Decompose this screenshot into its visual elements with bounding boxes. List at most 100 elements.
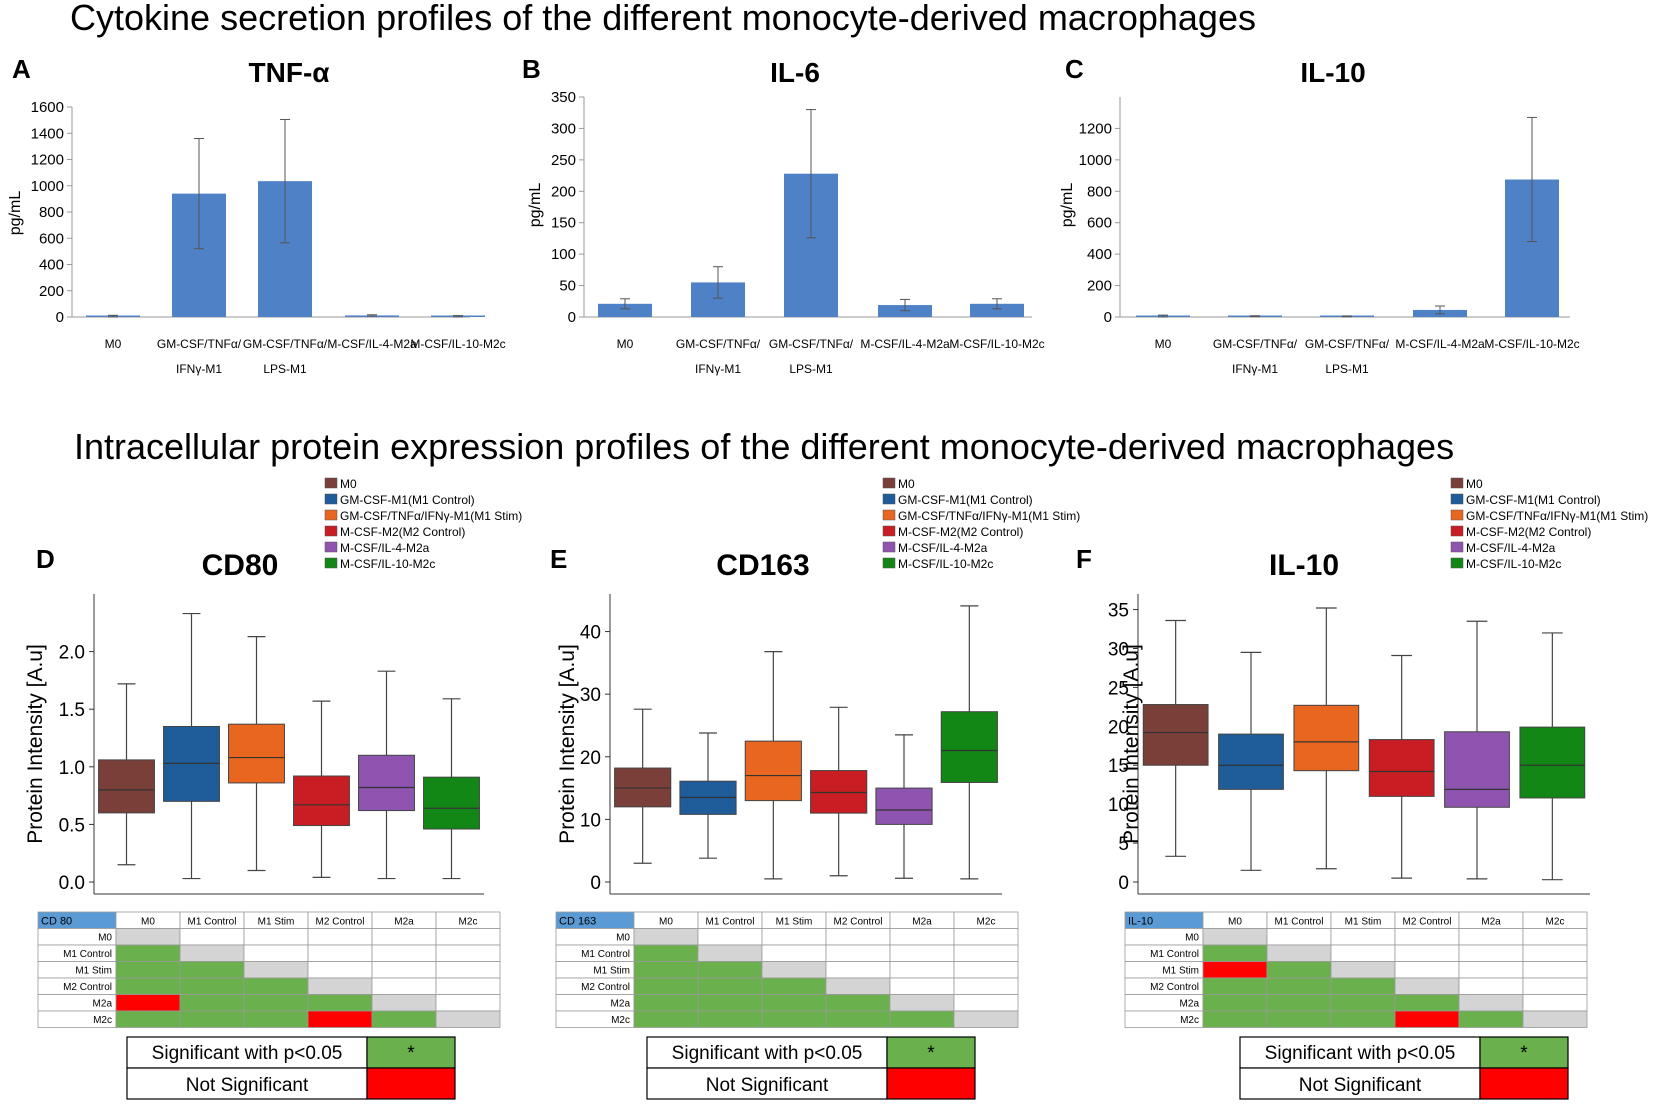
empty-cell	[371, 928, 437, 946]
cytokine-section-title: Cytokine secretion profiles of the diffe…	[70, 0, 1256, 38]
matrix-row-header: M2 Control	[1150, 982, 1199, 993]
empty-cell	[825, 928, 891, 946]
significant-cell	[243, 1010, 309, 1028]
significant-cell	[1266, 961, 1332, 979]
sig-label: Significant with p<0.05	[672, 1043, 863, 1064]
diagonal-cell	[371, 994, 437, 1012]
legend-label: GM-CSF/TNFα/IFNγ-M1(M1 Stim)	[340, 509, 522, 523]
y-tick-label: 1400	[31, 125, 64, 142]
notsig-color-cell	[366, 1067, 456, 1100]
legend-label: GM-CSF-M1(M1 Control)	[898, 493, 1033, 507]
legend-label: M-CSF/IL-10-M2c	[898, 557, 993, 571]
empty-cell	[825, 944, 891, 962]
y-axis-label: Protein Intensity [A.u]	[1120, 644, 1143, 844]
x-category-label: IFNγ-M1	[695, 362, 741, 376]
significant-cell	[243, 977, 309, 995]
legend-label: M0	[340, 477, 357, 491]
empty-cell	[307, 961, 373, 979]
matrix-row-header: M2a	[93, 999, 113, 1010]
diagonal-cell	[1522, 1010, 1588, 1028]
box-plot-panel-E: E CD163 M0 GM-CSF-M1(M1 Control) GM-CSF/TNFα…	[550, 477, 1080, 1100]
empty-cell	[371, 944, 437, 962]
significant-cell	[697, 977, 763, 995]
significant-cell	[825, 994, 891, 1012]
x-category-label: LPS-M1	[789, 362, 833, 376]
matrix-row-header: M2 Control	[581, 982, 630, 993]
matrix-col-header: M1 Control	[188, 917, 237, 928]
significance-matrix: IL-10 M0 M1 Control M1 Stim M2 Control M2a M2c…	[1124, 911, 1588, 1028]
matrix-row-header: M2 Control	[63, 982, 112, 993]
legend-swatch	[324, 541, 338, 553]
x-category-label: M-CSF/IL-4-M2a	[860, 337, 950, 351]
empty-cell	[889, 944, 955, 962]
significant-cell	[1266, 1010, 1332, 1028]
matrix-col-header: M2c	[1546, 917, 1565, 928]
sig-color-cell	[886, 1036, 976, 1069]
box-plot-panel-F: F IL-10 M0 GM-CSF-M1(M1 Control) GM-CSF/TNFα…	[1076, 477, 1648, 1100]
x-category-label: IFNγ-M1	[1232, 362, 1278, 376]
y-tick-label: 350	[551, 89, 576, 106]
matrix-header-label: CD 163	[559, 916, 596, 928]
diagonal-cell	[1202, 928, 1268, 946]
y-tick-label: 35	[1108, 601, 1129, 622]
box	[940, 711, 998, 783]
legend-swatch	[1450, 477, 1464, 489]
empty-cell	[889, 928, 955, 946]
matrix-col-header: M1 Stim	[258, 917, 295, 928]
box	[614, 767, 672, 808]
y-axis-label: Protein Intensity [A.u]	[556, 644, 579, 844]
x-category-label: M0	[617, 337, 634, 351]
legend-swatch	[1450, 541, 1464, 553]
empty-cell	[825, 961, 891, 979]
box	[358, 754, 415, 812]
chart-title: IL-10	[1269, 549, 1339, 582]
significant-cell	[115, 977, 181, 995]
diagonal-cell	[435, 1010, 501, 1028]
x-category-label: M-CSF/IL-10-M2c	[1484, 337, 1579, 351]
legend-swatch	[324, 557, 338, 569]
legend-swatch	[882, 525, 896, 537]
sig-label: Significant with p<0.05	[152, 1043, 343, 1064]
box	[1142, 704, 1209, 766]
legend-swatch	[324, 493, 338, 505]
significant-cell	[1330, 1010, 1396, 1028]
significant-cell	[825, 1010, 891, 1028]
y-tick-label: 20	[580, 748, 601, 769]
y-tick-label: 0	[568, 309, 576, 326]
diagonal-cell	[761, 961, 827, 979]
matrix-col-header: M1 Stim	[776, 917, 813, 928]
box	[1519, 726, 1586, 799]
x-category-label: M-CSF/IL-10-M2c	[410, 337, 505, 351]
significant-cell	[1266, 994, 1332, 1012]
legend-swatch	[324, 509, 338, 521]
matrix-col-header: M2 Control	[834, 917, 883, 928]
sig-label: Significant with p<0.05	[1265, 1043, 1456, 1064]
bar-chart-panel-A: A TNF-α pg/mL 0 200 400 600 800 1000 1200 1400 1600…	[7, 54, 506, 376]
legend-label: M-CSF/IL-10-M2c	[1466, 557, 1561, 571]
significance-matrix: CD 80 M0 M1 Control M1 Stim M2 Control M2a M2c…	[37, 911, 501, 1028]
empty-cell	[179, 928, 245, 946]
sig-color-cell	[1479, 1036, 1569, 1069]
y-tick-label: 1200	[31, 152, 64, 169]
y-tick-label: 25	[1108, 678, 1129, 699]
matrix-row-header: M1 Control	[63, 949, 112, 960]
significant-cell	[633, 1010, 699, 1028]
matrix-row-header: M2c	[611, 1015, 630, 1026]
y-tick-label: 400	[39, 257, 64, 274]
empty-cell	[1522, 928, 1588, 946]
notsig-color-cell	[886, 1067, 976, 1100]
matrix-row-header: M1 Stim	[1162, 966, 1199, 977]
legend-label: M-CSF-M2(M2 Control)	[340, 525, 465, 539]
y-axis-label: pg/mL	[7, 191, 24, 236]
bar	[598, 303, 652, 317]
legend-label: GM-CSF-M1(M1 Control)	[1466, 493, 1601, 507]
protein-section-title: Intracellular protein expression profile…	[74, 426, 1454, 467]
bar-chart-panel-C: C IL-10 pg/mL 0 200 400 600 800 1000 1200 M0 GM-CSF…	[1059, 54, 1580, 376]
empty-cell	[435, 994, 501, 1012]
significant-cell	[633, 944, 699, 962]
sig-label-cell	[646, 1036, 888, 1069]
legend-label: M-CSF/IL-4-M2a	[340, 541, 430, 555]
diagonal-cell	[1330, 961, 1396, 979]
matrix-col-header: M2 Control	[316, 917, 365, 928]
